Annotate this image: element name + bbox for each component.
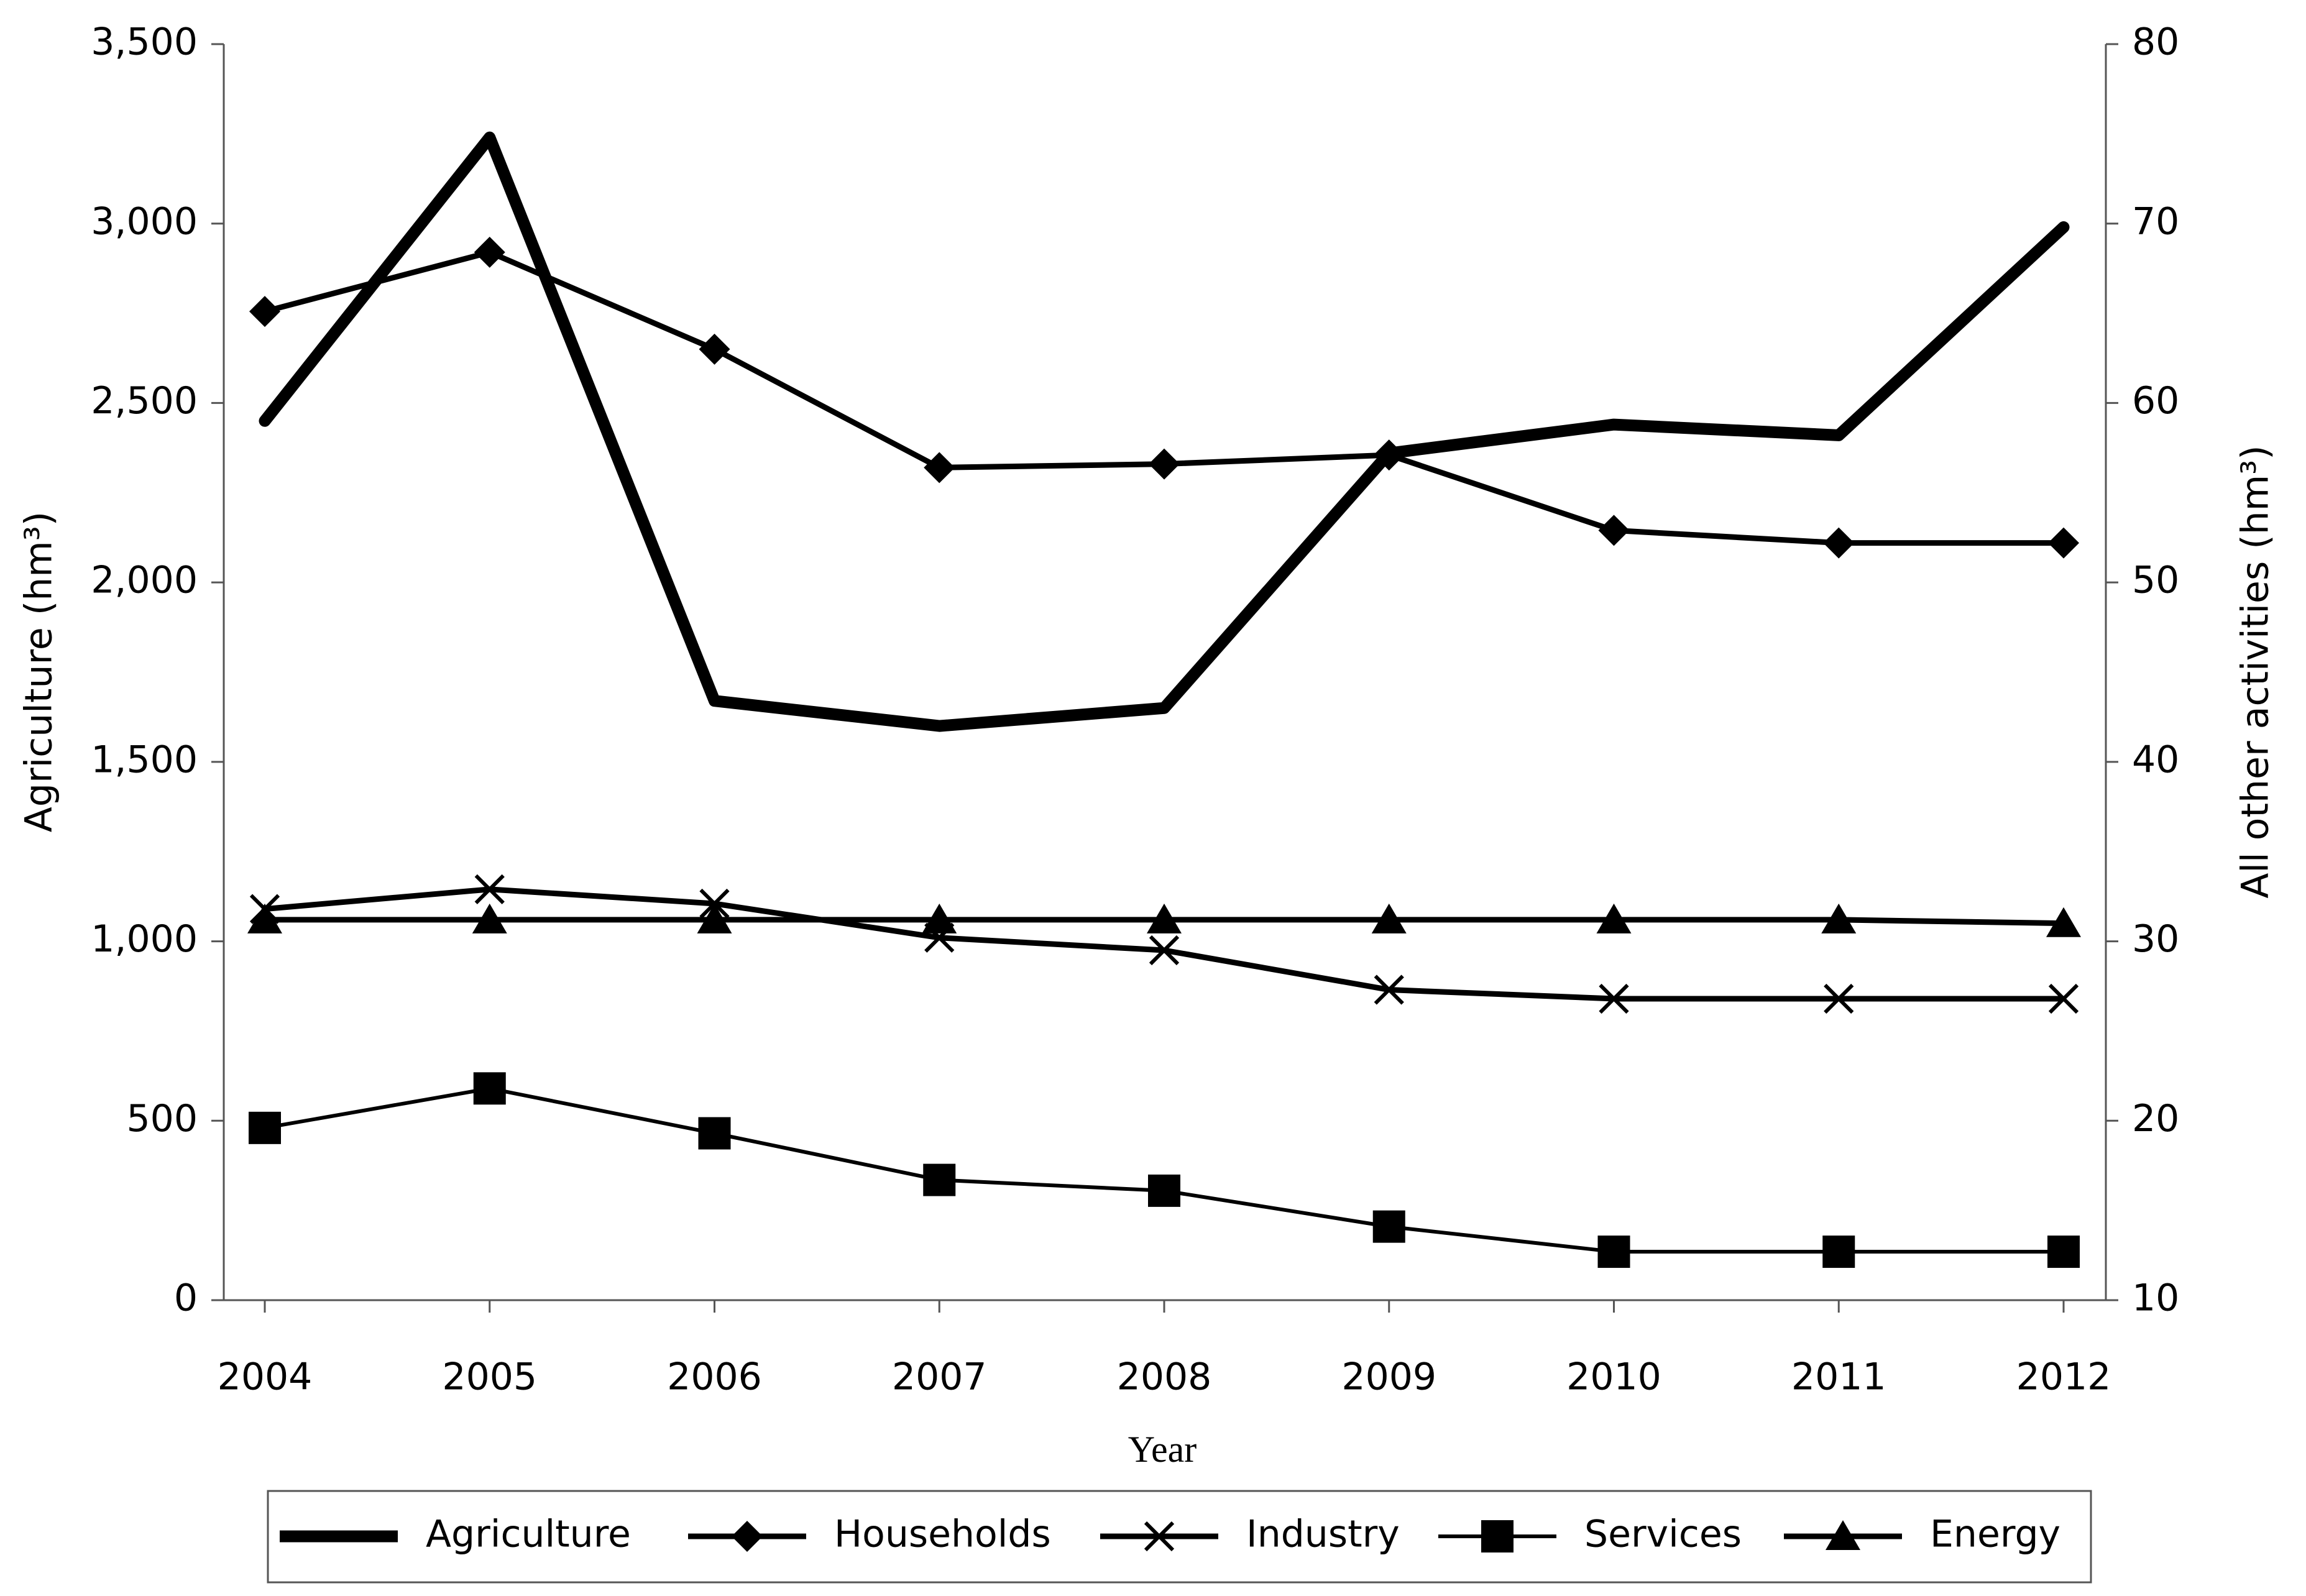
data-point	[1373, 439, 1405, 471]
data-point	[1821, 903, 1857, 933]
x-tick-label: 2010	[1566, 1355, 1661, 1399]
x-tick-label: 2008	[1117, 1355, 1212, 1399]
legend-label: Services	[1584, 1513, 1742, 1556]
y2-tick-label: 70	[2132, 200, 2179, 243]
data-point	[1596, 903, 1632, 933]
data-point	[923, 1163, 956, 1196]
data-point	[1597, 1236, 1630, 1268]
data-point	[472, 903, 507, 933]
data-point	[1823, 527, 1855, 559]
y-tick-label: 3,500	[91, 21, 198, 64]
data-point	[1371, 903, 1407, 933]
x-axis-title: Year	[1128, 1429, 1197, 1470]
legend-marker	[732, 1521, 763, 1552]
y2-tick-label: 40	[2132, 738, 2179, 781]
y2-tick-label: 10	[2132, 1277, 2179, 1320]
data-point	[474, 874, 505, 904]
data-point	[1824, 983, 1854, 1014]
legend-marker	[1826, 1520, 1860, 1550]
series-line	[259, 131, 2070, 732]
data-point	[698, 1117, 731, 1150]
x-tick-label: 2005	[442, 1355, 537, 1399]
data-point	[2048, 983, 2079, 1014]
data-point	[1598, 515, 1630, 546]
series-line	[263, 1086, 2065, 1254]
legend-label: Households	[834, 1513, 1051, 1556]
y2-tick-label: 80	[2132, 21, 2179, 64]
y-tick-label: 2,000	[91, 559, 198, 602]
data-point	[1148, 1174, 1180, 1207]
y-axis-title: Agriculture (hm³)	[17, 511, 61, 832]
y-tick-label: 500	[126, 1097, 198, 1140]
x-tick-label: 2012	[2016, 1355, 2111, 1399]
data-point	[249, 1111, 281, 1144]
legend-label: Agriculture	[426, 1513, 631, 1556]
x-tick-label: 2006	[667, 1355, 762, 1399]
data-point	[1149, 448, 1180, 480]
data-point	[1599, 983, 1629, 1014]
data-point	[247, 903, 282, 933]
data-point	[1147, 903, 1182, 933]
data-point	[699, 333, 730, 365]
series-line	[262, 249, 2067, 546]
y-tick-label: 3,000	[91, 200, 198, 243]
data-point	[922, 903, 957, 933]
y2-tick-label: 20	[2132, 1097, 2179, 1140]
y2-tick-label: 30	[2132, 917, 2179, 961]
x-tick-label: 2004	[218, 1355, 313, 1399]
data-point	[1149, 935, 1180, 966]
y2-tick-label: 60	[2132, 379, 2179, 423]
legend-marker	[1144, 1521, 1175, 1552]
y-tick-label: 0	[174, 1277, 198, 1320]
data-point	[697, 903, 732, 933]
legend-label: Energy	[1930, 1513, 2060, 1556]
data-point	[473, 1072, 506, 1105]
data-point	[924, 452, 955, 484]
data-point	[474, 236, 505, 268]
data-point	[1822, 1236, 1855, 1268]
data-point	[2047, 1236, 2080, 1268]
legend-label: Industry	[1246, 1513, 1400, 1556]
data-point	[2046, 907, 2081, 937]
data-point	[1372, 1210, 1405, 1243]
x-tick-label: 2009	[1341, 1355, 1436, 1399]
x-tick-label: 2007	[892, 1355, 987, 1399]
legend-box	[267, 1490, 2092, 1584]
data-point	[2048, 527, 2079, 559]
data-point	[1374, 975, 1404, 1005]
x-tick-label: 2011	[1791, 1355, 1886, 1399]
data-point	[249, 296, 280, 328]
y-tick-label: 1,500	[91, 738, 198, 781]
y-tick-label: 2,500	[91, 379, 198, 423]
y2-tick-label: 50	[2132, 559, 2179, 602]
legend-marker	[1481, 1520, 1514, 1552]
y-tick-label: 1,000	[91, 917, 198, 961]
y2-axis-title: All other activities (hm³)	[2234, 445, 2277, 898]
